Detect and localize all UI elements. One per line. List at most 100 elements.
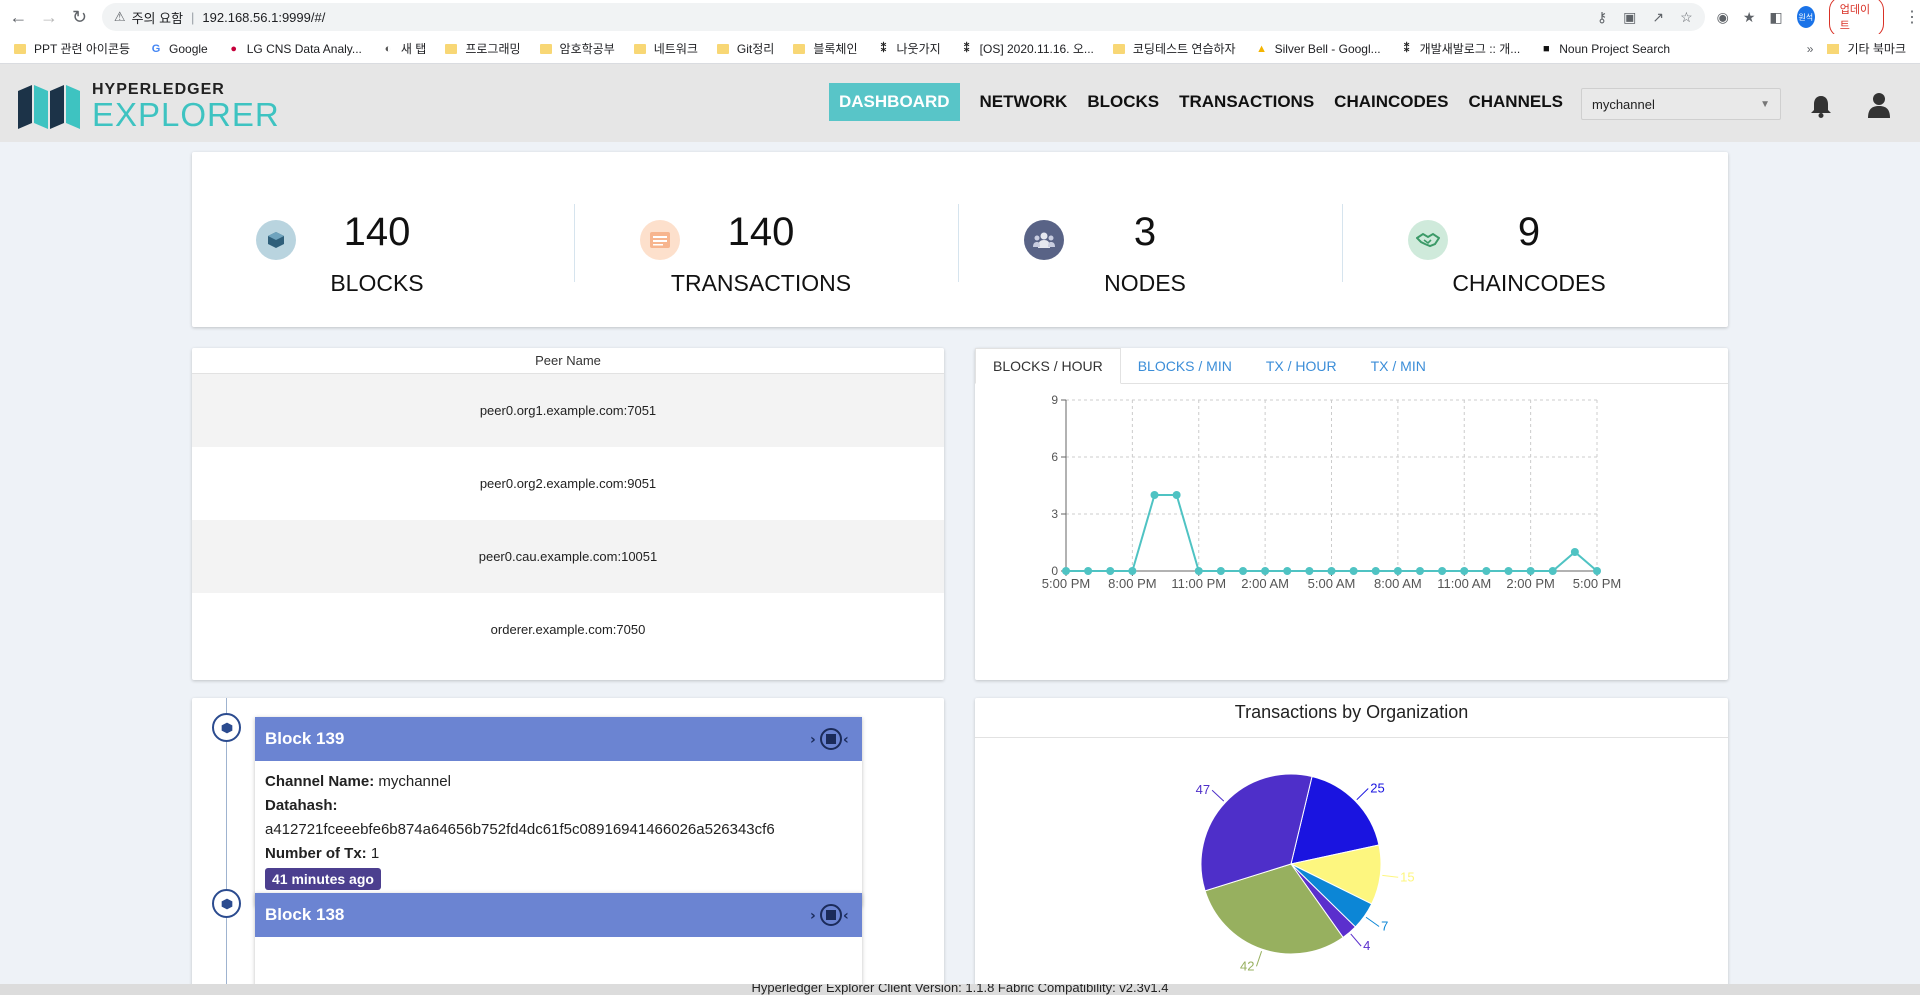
bookmark-item[interactable]: ▲ Silver Bell - Googl... [1255,42,1381,56]
bookmark-item[interactable]: ● LG CNS Data Analy... [227,42,362,56]
tab-tx-min[interactable]: TX / MIN [1370,357,1426,374]
url-text[interactable]: 192.168.56.1:9999/#/ [202,9,326,25]
hyperledger-logo[interactable]: HYPERLEDGER EXPLORER [18,82,280,131]
forward-icon[interactable]: → [39,6,58,27]
nav-channels[interactable]: CHANNELS [1468,92,1563,111]
pie-value-label: 15 [1400,869,1414,884]
bookmark-item[interactable]: Git정리 [716,40,774,57]
stats-card: 140 BLOCKS 140 TRANSACTIONS 3 NODES 9 CH… [192,152,1728,327]
block-title: Block 139 [265,729,345,748]
block-timeline: Block 139 › ‹ Channel Name: mychannel Dat… [192,698,944,995]
address-bar[interactable]: ⚠ 주의 요함 | 192.168.56.1:9999/#/ ⚷ ▣ ↗ ☆ [101,3,1705,31]
bookmark-label: 개발새발로그 :: 개... [1419,42,1521,56]
block-age-badge: 41 minutes ago [265,868,381,890]
datahash-label: Datahash: [265,797,338,814]
data-point [1216,567,1225,575]
peer-name-cell: peer0.cau.example.com:10051 [478,549,658,564]
bookmark-item[interactable]: 블록체인 [793,40,858,57]
bookmark-item[interactable]: PPT 관련 아이콘등 [14,40,130,57]
user-icon[interactable] [1868,92,1890,118]
timeline-line [226,698,227,995]
data-point [1438,567,1447,575]
bookmark-item[interactable]: 네트워크 [633,40,698,57]
nav-chaincodes[interactable]: CHAINCODES [1334,92,1449,111]
x-tick-label: 11:00 PM [1171,576,1226,591]
data-point [1128,567,1137,575]
pie-slice [1290,775,1380,865]
key-icon[interactable]: ⚷ [1596,8,1608,25]
warning-icon[interactable]: ⚠ [113,9,126,24]
menu-kebab-icon[interactable]: ⋮ [1903,9,1920,26]
bookmark-item[interactable]: G Google [149,42,208,56]
data-point [1172,491,1181,499]
timeline-cube-icon [212,713,241,742]
data-point [1084,567,1093,575]
extensions-puzzle-icon[interactable]: ★ [1742,8,1756,25]
x-tick-label: 5:00 AM [1308,576,1356,591]
bookmark-item[interactable]: ◐ 새 탭 [381,40,427,57]
bookmark-label: 코딩테스트 연습하자 [1132,42,1236,56]
tab-blocks-hour[interactable]: BLOCKS / HOUR [975,348,1121,384]
bookmark-item[interactable]: ⁑ 개발새발로그 :: 개... [1400,40,1521,57]
update-button[interactable]: 업데이트 [1828,0,1884,38]
bookmark-item[interactable]: ■ Noun Project Search [1539,42,1670,56]
expand-block-icon[interactable]: › ‹ [810,903,852,927]
data-point [1305,567,1314,575]
bookmark-item[interactable]: ⁑ 나웃가지 [877,40,941,57]
data-point [1239,567,1247,575]
tab-blocks-min[interactable]: BLOCKS / MIN [1137,357,1232,374]
pie-slice [1204,863,1344,955]
data-point [1194,567,1203,575]
block-header[interactable]: Block 138 › ‹ [255,893,862,937]
noun-icon: ■ [1542,42,1550,55]
bookmark-label: 블록체인 [813,42,858,56]
reload-icon[interactable]: ↻ [72,6,88,27]
bookmark-label: LG CNS Data Analy... [246,41,362,56]
nav-blocks[interactable]: BLOCKS [1087,92,1160,111]
bookmark-item[interactable]: 암호학공부 [539,40,615,57]
star-icon[interactable]: ☆ [1680,8,1693,25]
data-point [1106,567,1115,575]
translate-icon[interactable]: ▣ [1623,8,1637,25]
security-label[interactable]: 주의 요함 [131,10,184,26]
cube-icon [256,220,296,260]
bookmark-item[interactable]: 코딩테스트 연습하자 [1112,40,1236,57]
nav-dashboard[interactable]: DASHBOARD [829,83,960,121]
bookmark-item[interactable]: 프로그래밍 [445,40,521,57]
chart-tabs: BLOCKS / HOUR BLOCKS / MIN TX / HOUR TX … [975,348,1728,384]
other-bookmarks[interactable]: 기타 북마크 [1827,40,1906,57]
folder-icon [633,43,646,54]
org-chart-title: Transactions by Organization [975,698,1728,738]
color-extension-icon[interactable]: ◉ [1716,8,1729,25]
bookmarks-overflow-icon[interactable]: » [1806,41,1814,56]
nav-transactions[interactable]: TRANSACTIONS [1179,92,1315,111]
bookmark-item[interactable]: ⁑ [OS] 2020.11.16. 오... [960,40,1094,57]
block-header[interactable]: Block 139 › ‹ [255,717,862,761]
data-point [1460,567,1469,575]
svg-text:‹: ‹ [843,908,849,924]
logo-title-bottom: EXPLORER [92,96,280,133]
data-point [1504,567,1513,575]
back-icon[interactable]: ← [9,6,28,27]
folder-icon [793,43,806,54]
data-point [1570,548,1579,556]
share-icon[interactable]: ↗ [1652,8,1665,25]
profile-avatar[interactable]: 원석 [1796,6,1815,28]
peer-name-cell: peer0.org1.example.com:7051 [479,403,657,418]
expand-block-icon[interactable]: › ‹ [810,727,852,751]
notification-bell-icon[interactable] [1810,94,1832,118]
bookmark-list: PPT 관련 아이콘등 G Google ● LG CNS Data Analy... ◐… [14,40,1689,57]
y-tick-label: 9 [1051,393,1058,407]
tx-count-value: 1 [370,845,380,862]
users-icon [1024,220,1064,260]
peer-name-header[interactable]: Peer Name [192,348,944,374]
side-panel-icon[interactable]: ◧ [1769,8,1783,25]
nav-network[interactable]: NETWORK [979,92,1068,111]
channel-select[interactable]: mychannel ▼ [1581,88,1781,120]
data-point [1283,567,1292,575]
blocks-chart-card: BLOCKS / HOUR BLOCKS / MIN TX / HOUR TX … [975,348,1728,680]
block-card: Block 139 › ‹ Channel Name: mychannel Dat… [255,717,862,906]
tab-tx-hour[interactable]: TX / HOUR [1265,357,1337,374]
x-tick-label: 2:00 AM [1241,576,1289,591]
table-row: orderer.example.com:7050 [192,593,944,666]
